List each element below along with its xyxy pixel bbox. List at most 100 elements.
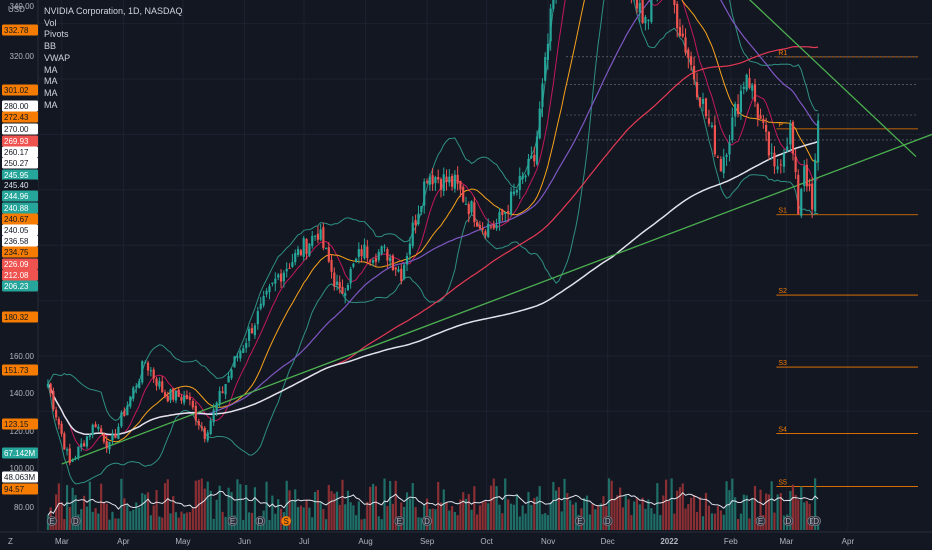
candle-body	[425, 181, 429, 183]
volume-bar	[288, 490, 291, 530]
candle-body	[535, 136, 539, 165]
volume-bar	[779, 493, 782, 530]
volume-bar	[108, 519, 111, 530]
volume-bar	[566, 492, 569, 530]
candle-body	[689, 56, 693, 65]
volume-bar	[174, 512, 178, 530]
volume-bar	[172, 496, 175, 530]
price-tag-box	[2, 224, 38, 236]
price-tag-12: 240.67	[4, 215, 29, 224]
candle-body	[450, 175, 454, 187]
indicator-ma-1[interactable]: MA	[44, 64, 58, 75]
candle-body	[414, 220, 417, 226]
price-tag-9: 245.40	[4, 181, 29, 190]
volume-bar	[557, 487, 561, 530]
volume-bar	[71, 487, 74, 530]
candle-body	[218, 390, 221, 404]
volume-bar	[704, 492, 708, 530]
volume-bar	[161, 517, 164, 530]
volume-bar	[296, 507, 300, 530]
candle-body	[495, 224, 498, 229]
volume-bar	[546, 515, 550, 530]
volume-bar	[473, 486, 476, 530]
candle-body	[650, 0, 653, 22]
candle-body	[521, 175, 524, 179]
time-axis-label: Apr	[117, 537, 130, 546]
volume-bar	[239, 484, 242, 530]
volume-bar	[644, 508, 647, 530]
volume-bar	[569, 500, 572, 530]
time-axis-label: Mar	[779, 537, 793, 546]
candle-body	[146, 362, 150, 371]
event-marker-label: D	[424, 517, 430, 526]
candle-body	[394, 267, 397, 270]
volume-bar	[111, 511, 114, 530]
volume-bar	[773, 512, 776, 530]
volume-bar	[105, 503, 108, 530]
volume-bar	[394, 480, 397, 530]
volume-bar	[470, 509, 473, 530]
candle-body	[212, 409, 215, 423]
price-tag-box	[2, 269, 38, 281]
volume-bar	[716, 506, 719, 530]
indicator-vol[interactable]: Vol	[44, 17, 57, 28]
symbol-title[interactable]: NVIDIA Corporation, 1D, NASDAQ	[44, 6, 183, 16]
candle-body	[713, 125, 716, 155]
candle-body	[456, 174, 459, 184]
price-tag-23: 48.063M	[4, 473, 35, 482]
event-marker-icon	[811, 516, 822, 526]
price-tag-box	[2, 258, 38, 270]
volume-bar	[227, 487, 230, 530]
time-axis-label: Mar	[55, 537, 69, 546]
indicator-pivots[interactable]: Pivots	[44, 29, 69, 40]
volume-bar	[434, 509, 437, 530]
volume-bar	[728, 490, 731, 530]
volume-bar	[405, 492, 409, 530]
candle-body	[366, 246, 369, 258]
candle-body	[233, 356, 236, 368]
candle-body	[492, 224, 495, 229]
price-tag-box	[2, 135, 38, 147]
indicator-ma-4[interactable]: MA	[44, 99, 58, 110]
volume-bar	[722, 514, 725, 530]
candle-body	[386, 249, 389, 261]
volume-bar	[242, 519, 245, 530]
indicator-bb[interactable]: BB	[44, 41, 57, 52]
indicator-vwap[interactable]: VWAP	[44, 52, 71, 63]
volume-bar	[60, 502, 63, 530]
price-tag-22: 67.142M	[4, 449, 35, 458]
volume-bar	[647, 499, 650, 530]
candle-body	[442, 174, 445, 191]
volume-bar	[751, 497, 754, 530]
volume-bar	[203, 488, 206, 530]
price-tag-box	[2, 280, 38, 292]
candle-body	[349, 268, 352, 284]
candle-body	[242, 348, 245, 353]
volume-bar	[138, 507, 141, 530]
event-markers: EDEDSEDEDEDED	[47, 516, 822, 526]
price-tag-14: 236.58	[4, 237, 29, 246]
candle-body	[453, 174, 456, 189]
candle-body	[776, 166, 779, 170]
candle-body	[487, 223, 490, 237]
volume-bar	[389, 480, 392, 530]
candle-body	[285, 268, 288, 272]
time-axis-label: Oct	[480, 537, 493, 546]
volume-bar	[753, 485, 757, 530]
volume-bar	[366, 501, 369, 530]
candle-body	[355, 258, 358, 262]
volume-bar	[311, 517, 314, 530]
candle-body	[676, 4, 679, 29]
candle-body	[411, 222, 414, 247]
volume-bar	[55, 494, 58, 530]
volume-bar	[291, 501, 294, 530]
candle-body	[549, 8, 552, 42]
volume-bar	[707, 505, 711, 530]
volume-bar	[800, 486, 803, 530]
indicator-ma-2[interactable]: MA	[44, 76, 58, 87]
volume-bar	[739, 513, 743, 530]
indicator-ma-3[interactable]: MA	[44, 87, 58, 98]
volume-bar	[467, 494, 470, 530]
candle-body	[158, 381, 161, 387]
